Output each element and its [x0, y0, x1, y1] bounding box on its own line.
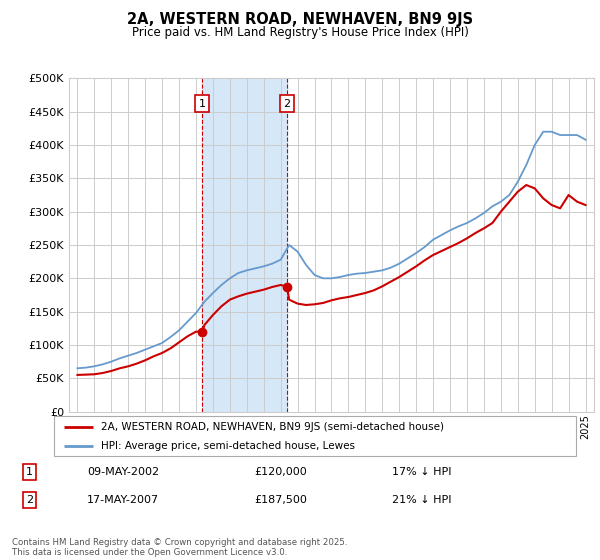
Text: 2: 2 — [283, 99, 290, 109]
Text: 2A, WESTERN ROAD, NEWHAVEN, BN9 9JS (semi-detached house): 2A, WESTERN ROAD, NEWHAVEN, BN9 9JS (sem… — [101, 422, 444, 432]
Text: 09-MAY-2002: 09-MAY-2002 — [87, 467, 159, 477]
Text: £187,500: £187,500 — [254, 496, 307, 505]
Text: 17% ↓ HPI: 17% ↓ HPI — [392, 467, 452, 477]
Text: 17-MAY-2007: 17-MAY-2007 — [87, 496, 159, 505]
Text: 1: 1 — [199, 99, 206, 109]
Text: £120,000: £120,000 — [254, 467, 307, 477]
Text: Price paid vs. HM Land Registry's House Price Index (HPI): Price paid vs. HM Land Registry's House … — [131, 26, 469, 39]
Text: 21% ↓ HPI: 21% ↓ HPI — [392, 496, 452, 505]
Text: 1: 1 — [26, 467, 33, 477]
Text: 2A, WESTERN ROAD, NEWHAVEN, BN9 9JS: 2A, WESTERN ROAD, NEWHAVEN, BN9 9JS — [127, 12, 473, 27]
FancyBboxPatch shape — [54, 416, 576, 456]
Text: Contains HM Land Registry data © Crown copyright and database right 2025.
This d: Contains HM Land Registry data © Crown c… — [12, 538, 347, 557]
Text: HPI: Average price, semi-detached house, Lewes: HPI: Average price, semi-detached house,… — [101, 441, 355, 451]
Text: 2: 2 — [26, 496, 33, 505]
Bar — [202, 78, 287, 412]
